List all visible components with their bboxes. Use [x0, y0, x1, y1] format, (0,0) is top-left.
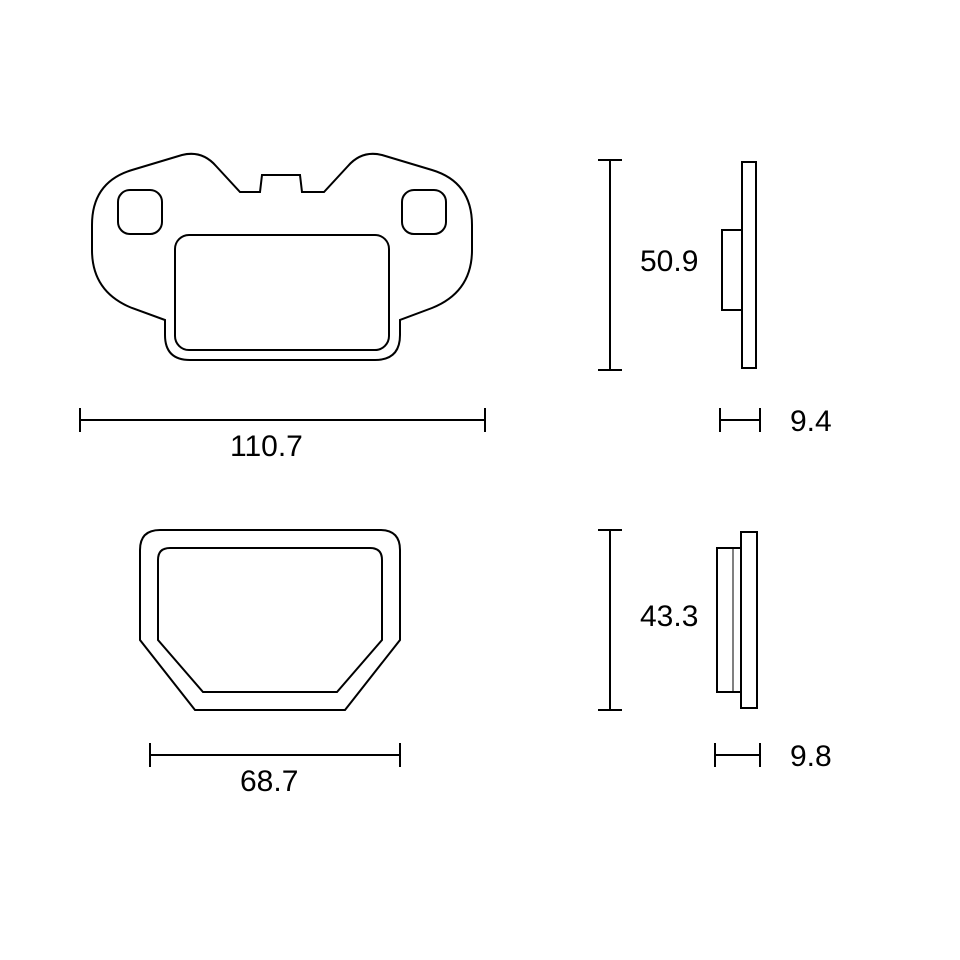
pad2-height-label: 43.3 — [640, 600, 698, 634]
pad1-friction — [175, 235, 389, 350]
pad1-width-label: 110.7 — [230, 430, 303, 464]
drawing-svg — [0, 0, 960, 960]
pad1-plate — [92, 154, 472, 360]
pad1-thick-label: 9.4 — [790, 405, 832, 439]
pad2-thick-label: 9.8 — [790, 740, 832, 774]
pad1-hole-left — [118, 190, 162, 234]
pad2-friction — [158, 548, 382, 692]
pad2-width-label: 68.7 — [240, 765, 298, 799]
pad1-hole-right — [402, 190, 446, 234]
pad1-height-label: 50.9 — [640, 245, 698, 279]
technical-drawing: 110.7 50.9 9.4 68.7 43.3 9.8 — [0, 0, 960, 960]
pad2-plate — [140, 530, 400, 710]
